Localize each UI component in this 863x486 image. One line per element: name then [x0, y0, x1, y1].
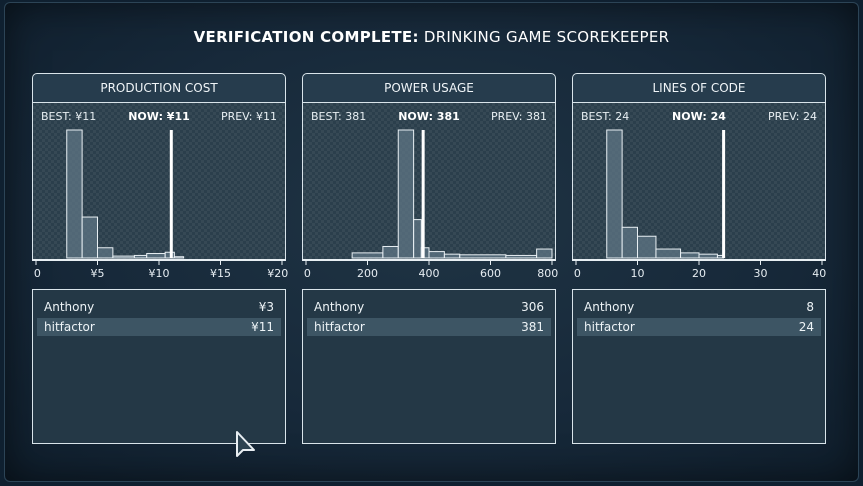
current-score: NOW: ¥11 — [128, 110, 190, 123]
player-score: 306 — [521, 300, 544, 314]
x-axis-tick-label: 40 — [812, 267, 827, 280]
leaderboard-row-current: hitfactor 24 — [577, 318, 821, 336]
x-axis-tick-label: 800 — [537, 267, 559, 280]
histogram-bar — [637, 235, 657, 259]
player-score: ¥11 — [251, 320, 274, 334]
x-axis-tick-label: 20 — [692, 267, 706, 280]
x-axis-line — [572, 259, 826, 265]
histogram-bar — [536, 248, 553, 259]
player-score: 24 — [798, 320, 814, 334]
histogram-bar — [112, 255, 135, 259]
x-axis: 0 ¥5 ¥10 ¥15 ¥20 — [32, 259, 289, 280]
x-axis-tick-label: 30 — [753, 267, 768, 280]
histogram-bar — [164, 251, 175, 259]
player-name: hitfactor — [314, 320, 365, 334]
histogram-panel-production-cost: PRODUCTION COST BEST: ¥11 NOW: ¥11 PREV:… — [32, 73, 288, 280]
histogram-area: BEST: 381 NOW: 381 PREV: 381 — [302, 103, 556, 259]
leaderboard-row: Anthony 306 — [307, 298, 551, 316]
current-score: NOW: 381 — [398, 110, 460, 123]
histogram-bar — [81, 216, 98, 259]
histogram-bar — [97, 247, 114, 259]
histogram-bar — [413, 219, 422, 259]
histogram-bar — [428, 251, 445, 259]
player-name: Anthony — [584, 300, 635, 314]
histogram-chart — [606, 129, 726, 259]
x-axis-tick-label: ¥10 — [148, 267, 170, 280]
leaderboard-power-usage: Anthony 306 hitfactor 381 — [302, 289, 556, 444]
x-axis-line — [302, 259, 556, 265]
player-score: 381 — [521, 320, 544, 334]
histogram-bar — [382, 245, 399, 259]
histogram-bar — [66, 129, 83, 259]
histogram-bar — [505, 254, 538, 259]
histogram-bar — [655, 248, 682, 259]
player-name: Anthony — [314, 300, 365, 314]
histogram-bar — [443, 253, 461, 259]
x-axis-tick-label: 200 — [357, 267, 378, 280]
x-axis-tick-label: 400 — [418, 267, 440, 280]
previous-score: PREV: 24 — [767, 110, 817, 123]
histogram-area: BEST: ¥11 NOW: ¥11 PREV: ¥11 — [32, 103, 286, 259]
histogram-bar — [621, 226, 638, 259]
histogram-bar — [698, 253, 718, 259]
histogram-bar — [459, 254, 507, 259]
best-score: BEST: 24 — [581, 110, 630, 123]
histogram-bar — [173, 256, 185, 259]
mouse-cursor-icon — [236, 431, 255, 457]
x-axis: 0 10 20 30 40 — [572, 259, 827, 280]
histogram-bar — [680, 252, 700, 259]
previous-score: PREV: ¥11 — [220, 110, 277, 123]
leaderboard-row-current: hitfactor ¥11 — [37, 318, 281, 336]
x-axis-tick-label: ¥5 — [90, 267, 105, 280]
histogram-chart — [66, 129, 185, 259]
current-score: NOW: 24 — [672, 110, 726, 123]
player-name: hitfactor — [584, 320, 635, 334]
leaderboard-production-cost: Anthony ¥3 hitfactor ¥11 — [32, 289, 286, 444]
histogram-bar — [606, 129, 623, 259]
leaderboard-row: Anthony ¥3 — [37, 298, 281, 316]
leaderboard-row-current: hitfactor 381 — [307, 318, 551, 336]
histogram-bar — [351, 252, 384, 259]
histogram-bar — [397, 129, 415, 259]
histogram-panel-power-usage: POWER USAGE BEST: 381 NOW: 381 PREV: 381… — [302, 73, 558, 280]
x-axis-line — [32, 259, 286, 265]
histogram-bar — [133, 254, 148, 259]
x-axis: 0 200 400 600 800 — [302, 259, 559, 280]
x-axis-tick-label: ¥15 — [210, 267, 231, 280]
previous-score: PREV: 381 — [490, 110, 547, 123]
leaderboard-lines-of-code: Anthony 8 hitfactor 24 — [572, 289, 826, 444]
page-title: VERIFICATION COMPLETE: DRINKING GAME SCO… — [0, 28, 863, 46]
best-score: BEST: 381 — [311, 110, 367, 123]
panel-header: POWER USAGE — [302, 73, 556, 103]
histogram-chart — [351, 129, 553, 259]
panel-header: LINES OF CODE — [572, 73, 826, 103]
x-axis-tick-label: 0 — [33, 267, 41, 280]
x-axis-tick-label: 600 — [480, 267, 501, 280]
title-level: DRINKING GAME SCOREKEEPER — [423, 28, 670, 46]
histogram-panel-lines-of-code: LINES OF CODE BEST: 24 NOW: 24 PREV: 24 … — [572, 73, 826, 280]
panel-header: PRODUCTION COST — [32, 73, 286, 103]
x-axis-tick-label: 0 — [573, 267, 581, 280]
histogram-area: BEST: 24 NOW: 24 PREV: 24 — [572, 103, 826, 259]
x-axis-tick-label: 10 — [630, 267, 645, 280]
title-status: VERIFICATION COMPLETE: — [193, 28, 419, 46]
histogram-bar — [146, 253, 166, 259]
player-name: hitfactor — [44, 320, 95, 334]
player-name: Anthony — [44, 300, 95, 314]
best-score: BEST: ¥11 — [41, 110, 97, 123]
leaderboard-row: Anthony 8 — [577, 298, 821, 316]
player-score: ¥3 — [258, 300, 274, 314]
x-axis-tick-label: 0 — [303, 267, 311, 280]
x-axis-tick-label: ¥20 — [267, 267, 289, 280]
player-score: 8 — [806, 300, 814, 314]
